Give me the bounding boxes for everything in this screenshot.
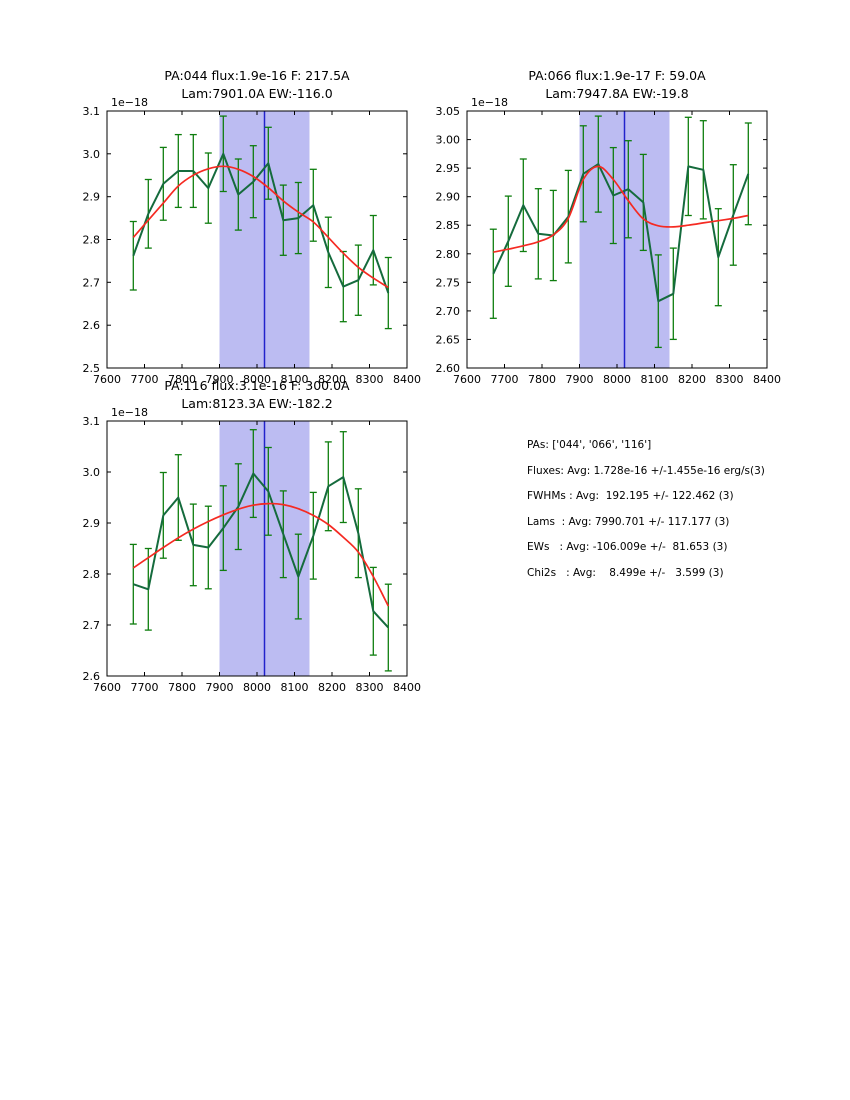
svg-text:3.0: 3.0 [83,466,101,479]
y-tick-labels: 2.60 2.65 2.70 2.75 2.80 2.85 2.90 2.95 3.00 3.05 [436,105,461,375]
plot-pa116: 7600 7700 7800 7900 8000 8100 8200 8300 84002.62… [83,378,422,694]
plot-pa066: 7600 7700 7800 7900 8000 8100 8200 8300 8400 2.60… [436,68,782,386]
y-offset-label: 1e−18 [471,96,508,109]
svg-text:7900: 7900 [206,373,234,386]
plot-title-line2: Lam:8123.3A EW:-182.2 [181,396,332,411]
svg-text:8300: 8300 [356,373,384,386]
svg-text:2.6: 2.6 [83,319,101,332]
svg-text:2.5: 2.5 [83,362,101,375]
stats-line-chi2s: Chi2s : Avg: 8.499e +/- 3.599 (3) [527,566,724,579]
x-tick-labels: 7600 7700 7800 7900 8000 8100 8200 8300 8400 [453,373,781,386]
plot-title-line2: Lam:7901.0A EW:-116.0 [181,86,332,101]
svg-text:8300: 8300 [716,373,744,386]
fit-curve [132,502,390,607]
svg-text:7600: 7600 [93,373,121,386]
stats-line-pas: PAs: ['044', '066', '116'] [527,439,652,451]
svg-text:7700: 7700 [491,373,519,386]
svg-text:8400: 8400 [393,373,421,386]
tick-marks [106,420,408,677]
stats-line-ews: EWs : Avg: -106.009e +/- 81.653 (3) [527,541,728,553]
plot-title-line1: PA:116 flux:3.1e-16 F: 300.0A [164,378,350,393]
svg-text:2.80: 2.80 [436,248,461,261]
plot-title-line1: PA:044 flux:1.9e-16 F: 217.5A [164,68,350,83]
svg-text:2.6: 2.6 [83,670,101,683]
fit-curve [493,165,749,253]
spectrum-line [492,163,750,303]
stats-panel: PAs: ['044', '066', '116'] Fluxes: Avg: … [527,433,765,586]
svg-text:2.85: 2.85 [436,219,461,232]
svg-text:8200: 8200 [318,373,346,386]
svg-text:8000: 8000 [243,681,271,694]
y-tick-labels: 2.5 2.6 2.7 2.8 2.9 3.0 3.1 [83,105,101,375]
svg-text:7600: 7600 [93,681,121,694]
plot-title-line1: PA:066 flux:1.9e-17 F: 59.0A [528,68,706,83]
svg-text:7600: 7600 [453,373,481,386]
plot-title-line2: Lam:7947.8A EW:-19.8 [545,86,688,101]
svg-text:2.70: 2.70 [436,305,461,318]
svg-text:7700: 7700 [131,681,159,694]
spectrum-line [132,472,390,629]
svg-text:7800: 7800 [528,373,556,386]
svg-text:3.1: 3.1 [83,105,101,118]
svg-text:8400: 8400 [753,373,781,386]
svg-text:7700: 7700 [131,373,159,386]
svg-text:7900: 7900 [206,681,234,694]
svg-text:7900: 7900 [566,373,594,386]
svg-text:3.05: 3.05 [436,105,461,118]
svg-text:2.75: 2.75 [436,276,461,289]
svg-text:2.7: 2.7 [83,276,101,289]
y-tick-labels: 2.6 2.7 2.8 2.9 3.0 3.1 [83,415,101,683]
svg-text:7800: 7800 [168,681,196,694]
svg-text:8200: 8200 [678,373,706,386]
stats-line-lams: Lams : Avg: 7990.701 +/- 117.177 (3) [527,515,730,528]
fit-curve [132,165,389,289]
svg-text:2.90: 2.90 [436,191,461,204]
svg-text:2.95: 2.95 [436,162,461,175]
svg-text:8200: 8200 [318,681,346,694]
y-offset-label: 1e−18 [111,96,148,109]
svg-text:2.9: 2.9 [83,517,101,530]
svg-text:2.65: 2.65 [436,333,461,346]
svg-text:8400: 8400 [393,681,421,694]
svg-text:8000: 8000 [243,373,271,386]
svg-text:2.60: 2.60 [436,362,461,375]
tick-marks [466,110,768,369]
svg-text:8300: 8300 [356,681,384,694]
spectrum-line [132,152,390,294]
plot-pa044: 7600 7700 7800 7900 8000 8100 8200 8300 84002.52… [83,68,422,386]
svg-text:3.00: 3.00 [436,134,461,147]
svg-text:2.7: 2.7 [83,619,101,632]
svg-text:8100: 8100 [281,681,309,694]
stats-line-fwhms: FWHMs : Avg: 192.195 +/- 122.462 (3) [527,490,734,502]
y-offset-label: 1e−18 [111,406,148,419]
x-tick-labels: 7600 7700 7800 7900 8000 8100 8200 8300 8400 [93,373,421,386]
svg-text:8100: 8100 [641,373,669,386]
svg-text:3.1: 3.1 [83,415,101,428]
x-tick-labels: 7600 7700 7800 7900 8000 8100 8200 8300 8400 [93,681,421,694]
stats-line-fluxes: Fluxes: Avg: 1.728e-16 +/-1.455e-16 erg/… [527,464,765,477]
svg-text:2.8: 2.8 [83,568,101,581]
svg-text:7800: 7800 [168,373,196,386]
svg-text:2.9: 2.9 [83,191,101,204]
tick-marks [106,110,408,369]
svg-text:2.8: 2.8 [83,234,101,247]
svg-text:8100: 8100 [281,373,309,386]
svg-text:3.0: 3.0 [83,148,101,161]
svg-text:8000: 8000 [603,373,631,386]
